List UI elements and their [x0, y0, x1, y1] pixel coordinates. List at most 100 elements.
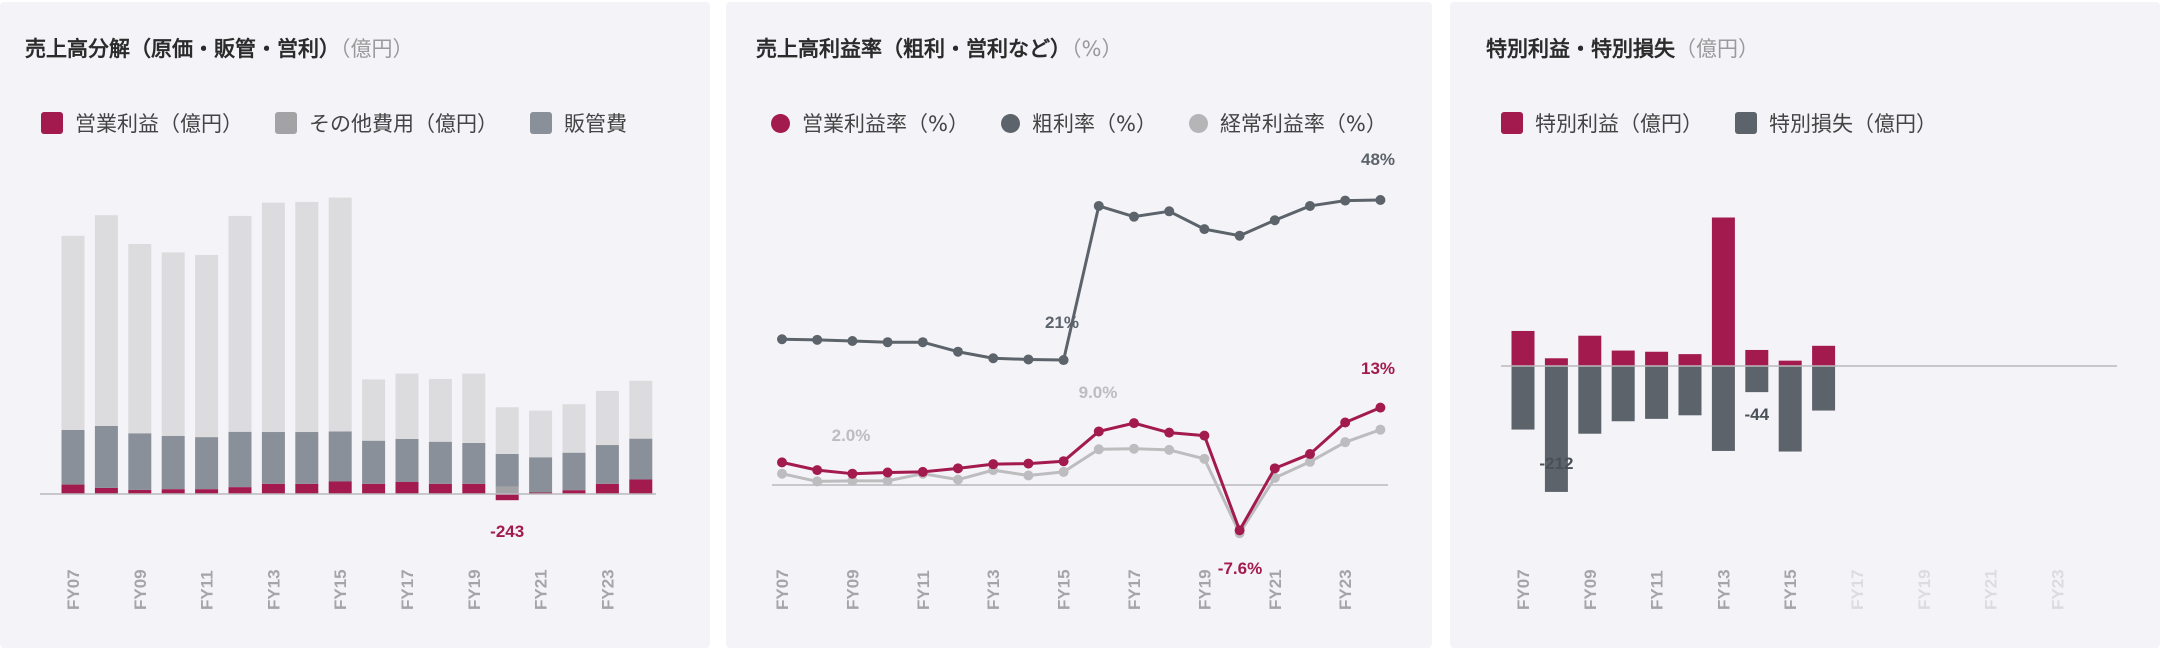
point-op	[847, 468, 858, 479]
bar-operating-profit	[629, 479, 653, 494]
point-op	[1340, 417, 1351, 428]
legend-label: 販管費	[564, 112, 627, 136]
bar-operating-profit	[128, 489, 152, 494]
point-ordinary	[1093, 444, 1104, 455]
bar-cogs	[128, 244, 152, 434]
point-ordinary	[1129, 443, 1139, 454]
point-ordinary	[1305, 456, 1315, 467]
point-op	[882, 467, 893, 478]
bar-extraordinary-gain	[1745, 349, 1769, 366]
stacked-bar-chart: -243 FY07 FY09 FY11 FY13 FY15 FY17 FY19 FY21 FY23	[40, 197, 656, 610]
title-text: 売上高利益率（粗利・営利など）	[756, 37, 1071, 61]
bar-extraordinary-loss	[1778, 366, 1802, 452]
bar-operating-profit	[195, 489, 219, 494]
point-gross	[1093, 200, 1104, 211]
point-op	[812, 465, 823, 476]
line-ordinary	[781, 428, 1381, 535]
legend-item-gross-margin[interactable]: 粗利率（%）	[1000, 108, 1157, 138]
bar-operating-profit	[495, 494, 519, 501]
bar-sga	[462, 442, 486, 484]
legend-item-operating-margin[interactable]: 営業利益率（%）	[771, 108, 969, 138]
legend-item-other-costs[interactable]: その他費用（億円）	[275, 108, 498, 138]
bar-sga	[261, 432, 285, 484]
bar-operating-profit	[395, 482, 419, 494]
legend: 営業利益率（%） 粗利率（%） 経常利益率（%）	[771, 108, 1399, 138]
bar-cogs	[562, 404, 586, 453]
point-op	[1234, 525, 1245, 536]
legend-dot	[1188, 113, 1208, 133]
legend-swatch	[1735, 112, 1757, 134]
point-op	[988, 459, 999, 470]
bar-operating-profit	[462, 483, 486, 494]
legend-item-extraordinary-gain[interactable]: 特別利益（億円）	[1501, 108, 1703, 138]
bar-extraordinary-gain	[1578, 335, 1602, 366]
bar-cogs	[261, 202, 285, 433]
bar-sga	[195, 437, 219, 490]
data-label: 48%	[1361, 150, 1395, 169]
point-ordinary	[1058, 466, 1069, 477]
title-unit: （%）	[1071, 37, 1123, 61]
line-chart: 48% 21% 13% 9.0% 2.0% -7.6% FY07 FY09 FY11 FY13 FY…	[772, 150, 1395, 610]
x-tick-label: FY15	[1781, 569, 1800, 610]
bar-operating-profit	[595, 483, 619, 494]
point-op	[1199, 430, 1210, 441]
bar-chart: -212 -44 FY07 FY09 FY11 FY13 FY15 FY17 FY19 FY21 F…	[1501, 217, 2117, 610]
point-op	[1093, 426, 1104, 437]
bar-extraordinary-loss	[1812, 366, 1836, 411]
bar-cogs	[495, 407, 519, 454]
legend-dot	[771, 113, 790, 133]
point-gross	[1305, 200, 1315, 211]
point-op	[1164, 427, 1175, 438]
bar-cogs	[529, 410, 553, 458]
point-gross	[1375, 194, 1386, 205]
bar-extraordinary-loss	[1611, 366, 1635, 422]
chart-title: 売上高利益率（粗利・営利など）（%）	[756, 33, 1122, 63]
legend-item-extraordinary-loss[interactable]: 特別損失（億円）	[1735, 108, 1937, 138]
bar-cogs	[295, 201, 319, 433]
legend-label: 経常利益率（%）	[1219, 112, 1387, 136]
bar-operating-profit	[428, 483, 452, 494]
x-tick-label: FY19	[1915, 569, 1934, 610]
point-gross	[1164, 206, 1175, 217]
x-tick-label: FY11	[1648, 570, 1667, 610]
bar-operating-profit	[295, 483, 319, 494]
x-tick-label: FY21	[1266, 569, 1285, 610]
point-ordinary	[1340, 437, 1351, 448]
point-gross	[1340, 195, 1351, 206]
bar-extraordinary-gain	[1511, 330, 1535, 366]
point-ordinary	[1375, 424, 1386, 435]
point-ordinary	[812, 476, 823, 487]
bar-sga	[228, 431, 252, 488]
point-ordinary	[1199, 453, 1210, 464]
bar-extraordinary-loss	[1745, 366, 1769, 393]
bar-sga	[395, 438, 419, 483]
x-tick-label: FY13	[264, 569, 283, 610]
legend-item-sga[interactable]: 販管費	[530, 108, 627, 138]
bar-cogs	[395, 373, 419, 439]
chart-title: 売上高分解（原価・販管・営利）（億円）	[25, 33, 414, 63]
bar-extraordinary-loss	[1678, 366, 1702, 416]
x-tick-label: FY17	[1125, 569, 1144, 610]
bar-operating-profit	[328, 481, 352, 494]
point-gross	[953, 346, 963, 357]
bar-sga	[328, 431, 352, 482]
panel-sales-breakdown: 売上高分解（原価・販管・営利）（億円） 営業利益（億円） その他費用（億円） 販…	[0, 2, 710, 648]
bar-operating-profit	[562, 490, 586, 494]
bar-extraordinary-loss	[1578, 366, 1602, 434]
legend-item-ordinary-margin[interactable]: 経常利益率（%）	[1188, 108, 1387, 138]
legend: 営業利益（億円） その他費用（億円） 販管費	[41, 108, 700, 138]
point-op	[1375, 402, 1386, 413]
point-op	[1305, 449, 1315, 460]
bar-extraordinary-loss	[1645, 366, 1669, 419]
point-ordinary	[953, 474, 963, 485]
legend-item-operating-profit[interactable]: 営業利益（億円）	[41, 108, 243, 138]
point-op	[777, 457, 787, 468]
x-tick-label: FY19	[1195, 569, 1214, 610]
point-op	[1129, 418, 1139, 429]
x-tick-label: FY13	[984, 569, 1003, 610]
bar-sga	[428, 441, 452, 484]
data-label: -44	[1745, 405, 1770, 424]
point-gross	[882, 337, 893, 348]
bar-cogs	[61, 235, 85, 430]
point-op	[1058, 456, 1069, 467]
